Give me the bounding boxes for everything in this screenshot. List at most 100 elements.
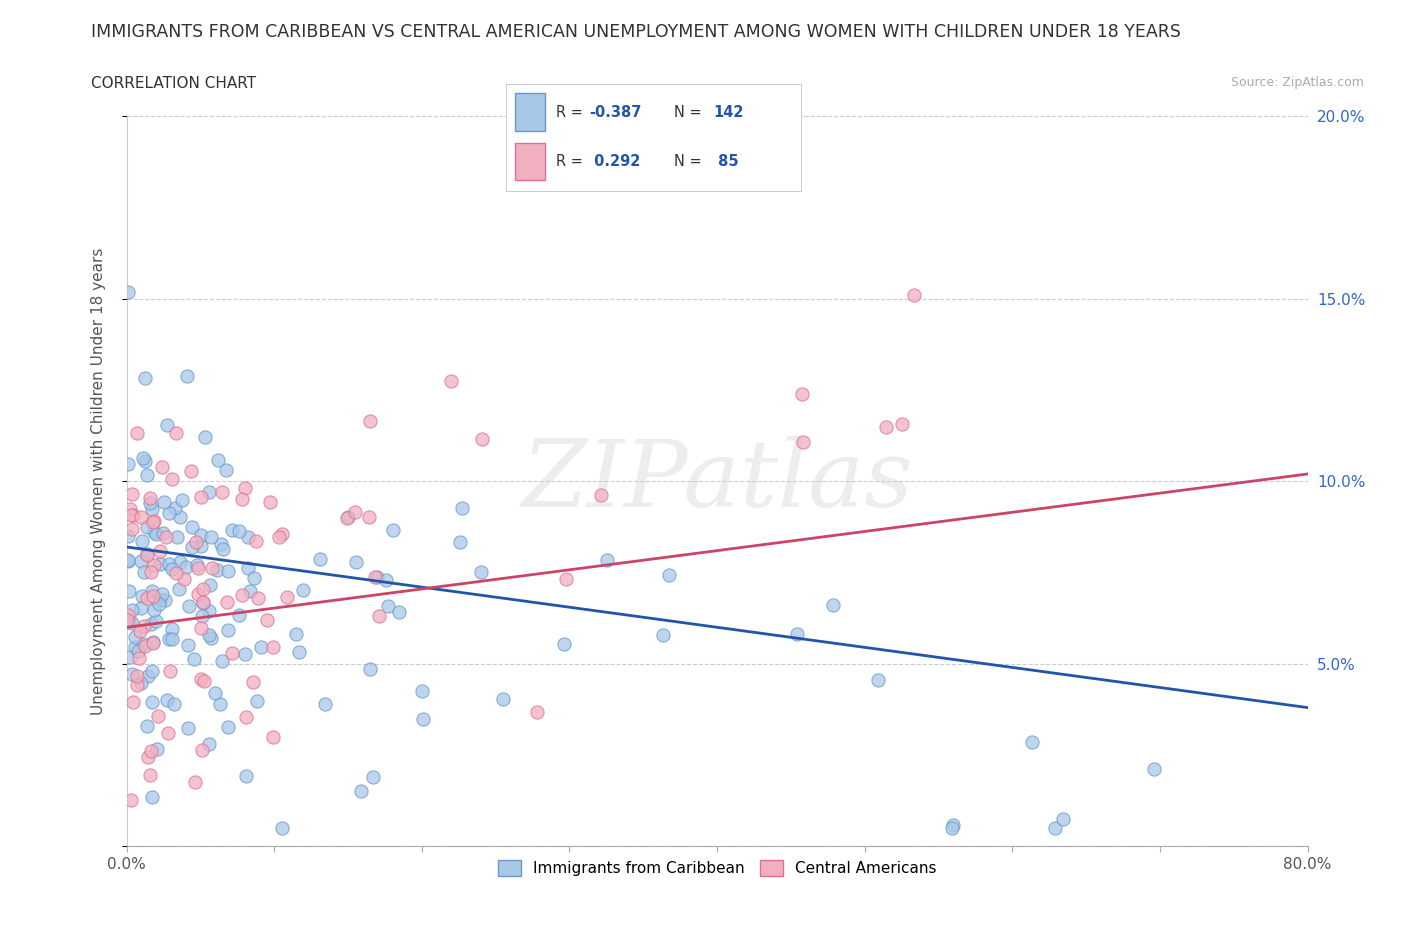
Point [118,583,141,598]
Point [141,589,163,604]
Point [201,561,224,576]
Point [596,552,619,567]
Text: R =: R = [557,104,588,120]
Point [235,710,257,724]
Point [157,506,180,521]
Point [160,631,183,646]
Point [823,598,845,613]
Point [128,623,150,638]
Point [127,644,149,658]
Point [142,513,165,528]
Point [204,686,226,701]
Point [366,569,388,584]
Point [190,489,212,504]
Point [245,533,267,548]
Point [132,565,155,579]
Point [141,790,163,804]
Point [336,511,359,525]
Point [217,623,239,638]
Text: 85: 85 [713,153,738,168]
Point [215,462,238,477]
Point [139,565,162,579]
Point [120,793,142,808]
Point [134,454,156,469]
Point [162,621,184,636]
Point [121,666,143,681]
Point [146,741,169,756]
Point [891,416,914,431]
Point [350,784,373,799]
Point [228,607,250,622]
Point [139,743,162,758]
Point [169,510,191,525]
Point [236,529,259,544]
Point [142,558,165,573]
Point [555,571,578,586]
Point [440,374,463,389]
Point [364,569,387,584]
Point [526,705,548,720]
Point [117,285,139,299]
Point [651,627,673,642]
Point [149,592,172,607]
Point [193,595,215,610]
Point [292,583,315,598]
Point [411,684,433,698]
Point [132,451,155,466]
Point [361,770,384,785]
Point [170,493,193,508]
Point [271,820,294,835]
Point [211,654,233,669]
Point [235,769,257,784]
Legend: Immigrants from Caribbean, Central Americans: Immigrants from Caribbean, Central Ameri… [492,855,942,883]
Point [357,510,380,525]
Point [127,425,149,440]
Point [162,562,184,577]
Point [377,599,399,614]
Point [141,617,163,631]
Point [124,630,146,644]
Point [375,572,398,587]
Point [314,697,336,711]
Point [359,414,381,429]
Text: 142: 142 [713,104,744,120]
Point [262,729,284,744]
Point [276,590,298,604]
Point [239,584,262,599]
Point [217,719,239,734]
Point [190,671,212,686]
Point [309,551,332,566]
Point [193,674,215,689]
Point [166,529,188,544]
Point [228,524,250,538]
Point [139,490,162,505]
Point [256,613,278,628]
Point [134,639,156,654]
Point [163,697,186,711]
Point [155,530,177,545]
Point [148,557,170,572]
Point [152,525,174,540]
Point [129,675,152,690]
Point [125,678,148,693]
Point [157,556,180,571]
Point [148,597,170,612]
Point [231,588,253,603]
Point [159,663,181,678]
Point [184,535,207,550]
Point [131,589,153,604]
Point [141,695,163,710]
Point [117,553,139,568]
Point [152,587,174,602]
Point [875,419,897,434]
Point [288,644,311,659]
Text: N =: N = [675,104,707,120]
Point [200,631,222,645]
Text: IMMIGRANTS FROM CARIBBEAN VS CENTRAL AMERICAN UNEMPLOYMENT AMONG WOMEN WITH CHIL: IMMIGRANTS FROM CARIBBEAN VS CENTRAL AME… [91,23,1181,41]
Point [191,742,214,757]
Point [120,508,142,523]
Point [388,604,411,619]
Point [145,527,167,542]
Point [236,561,259,576]
Point [187,561,209,576]
